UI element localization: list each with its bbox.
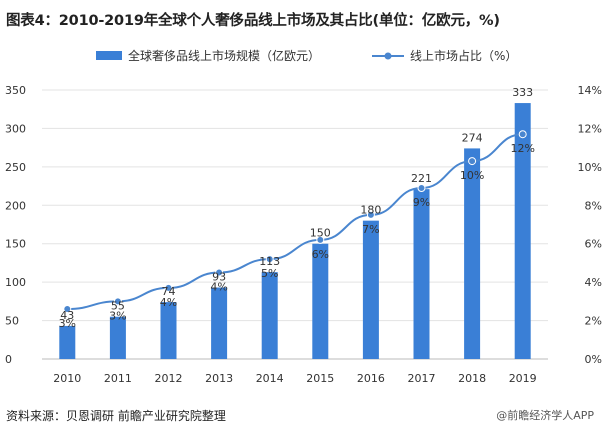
line-point (265, 255, 274, 264)
bar (312, 243, 329, 359)
line-point (417, 183, 426, 192)
y-right-tick-label: 12% (578, 122, 602, 135)
y-right-tick-label: 8% (585, 199, 602, 212)
x-tick-label: 2016 (357, 372, 385, 385)
line-series-path (67, 133, 523, 311)
y-left-tick-label: 100 (5, 276, 26, 289)
bar (211, 287, 228, 359)
x-tick-label: 2014 (256, 372, 284, 385)
line-point (316, 235, 325, 244)
x-tick-label: 2015 (306, 372, 334, 385)
y-left-tick-label: 0 (5, 353, 12, 366)
y-left-tick-label: 200 (5, 199, 26, 212)
watermark-text: @前瞻经济学人APP (496, 409, 594, 422)
x-tick-label: 2013 (205, 372, 233, 385)
y-right-tick-label: 6% (585, 238, 602, 251)
legend-line-marker (384, 52, 392, 60)
bar (109, 316, 126, 359)
bar-value-label: 93 (212, 271, 226, 284)
line-value-label: 10% (460, 169, 484, 182)
line-point (518, 130, 527, 139)
bar-value-label: 55 (111, 300, 125, 313)
bar (261, 272, 278, 359)
legend-line-label: 线上市场占比（%） (410, 48, 517, 63)
line-value-label: 9% (413, 196, 430, 209)
legend-bar-label: 全球奢侈品线上市场规模（亿欧元） (128, 48, 320, 63)
x-tick-label: 2019 (509, 372, 537, 385)
x-tick-label: 2010 (53, 372, 81, 385)
line-point (113, 297, 122, 306)
y-right-tick-label: 14% (578, 84, 602, 97)
source-note: 资料来源：贝恩调研 前瞻产业研究院整理 (6, 409, 226, 423)
line-point (215, 268, 224, 277)
line-value-label: 6% (312, 248, 329, 261)
bar-value-label: 74 (162, 285, 176, 298)
y-left-tick-label: 50 (5, 315, 19, 328)
y-right-tick-label: 0% (585, 353, 602, 366)
x-tick-label: 2018 (458, 372, 486, 385)
bar-value-label: 274 (462, 131, 483, 144)
x-tick-label: 2012 (155, 372, 183, 385)
line-point (468, 157, 477, 166)
y-right-tick-label: 4% (585, 276, 602, 289)
bar (514, 103, 531, 360)
bar (464, 148, 481, 359)
y-left-tick-label: 350 (5, 84, 26, 97)
line-point (366, 210, 375, 219)
line-value-label: 3% (59, 317, 76, 330)
x-tick-label: 2011 (104, 372, 132, 385)
line-value-label: 7% (362, 223, 379, 236)
y-left-tick-label: 150 (5, 238, 26, 251)
bar (413, 189, 430, 359)
bar (59, 325, 76, 359)
line-point (63, 305, 72, 314)
bar-value-label: 333 (512, 86, 533, 99)
y-right-tick-label: 2% (585, 315, 602, 328)
line-value-label: 4% (160, 296, 177, 309)
bar-value-label: 113 (259, 255, 280, 268)
bar-value-label: 180 (360, 204, 381, 217)
chart-title: 图表4：2010-2019年全球个人奢侈品线上市场及其占比(单位：亿欧元，%) (6, 13, 500, 29)
line-value-label: 12% (510, 142, 534, 155)
bar (160, 302, 177, 359)
bar-value-label: 43 (60, 309, 74, 322)
bar-value-label: 150 (310, 227, 331, 240)
bar-value-label: 221 (411, 172, 432, 185)
line-value-label: 3% (109, 309, 126, 322)
legend-bar-swatch (96, 51, 122, 60)
y-left-tick-label: 300 (5, 122, 26, 135)
line-value-label: 5% (261, 267, 278, 280)
line-value-label: 4% (210, 281, 227, 294)
y-left-tick-label: 250 (5, 161, 26, 174)
y-right-tick-label: 10% (578, 161, 602, 174)
bar (362, 220, 379, 359)
x-tick-label: 2017 (408, 372, 436, 385)
line-point (164, 283, 173, 292)
